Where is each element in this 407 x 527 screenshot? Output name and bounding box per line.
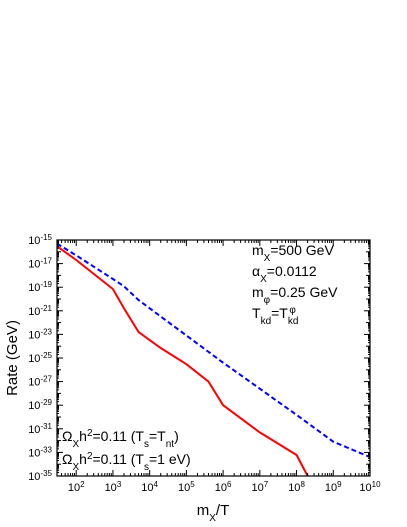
legend-entry-red: ΩXh2=0.11 (Ts=Tnt) xyxy=(62,428,179,450)
param-mass-x: mX=500 GeV xyxy=(252,242,334,264)
series-line-red xyxy=(57,245,309,476)
series-layer xyxy=(57,242,370,476)
legend: ΩXh2=0.11 (Ts=Tnt) ΩXh2=0.11 (Ts=1 eV) xyxy=(62,428,191,473)
x-tick-label: 109 xyxy=(325,480,342,495)
y-tick-label: 10-21 xyxy=(28,303,52,318)
x-tick-label: 1010 xyxy=(359,480,381,495)
legend-entry-blue: ΩXh2=0.11 (Ts=1 eV) xyxy=(62,451,191,473)
param-mass-phi: mφ=0.25 GeV xyxy=(252,284,338,306)
param-alpha-x: αX=0.0112 xyxy=(252,263,317,285)
y-tick-label: 10-19 xyxy=(28,280,52,295)
y-tick-label: 10-33 xyxy=(28,445,52,460)
tick-labels: 102 103 104 105 106 107 108 109 1010 10-15 10-17 10… xyxy=(28,233,381,495)
x-tick-label: 104 xyxy=(141,480,158,495)
x-tick-label: 105 xyxy=(178,480,195,495)
y-axis-title: Rate (GeV) xyxy=(4,320,21,396)
y-tick-label: 10-17 xyxy=(28,256,52,271)
plot-frame xyxy=(56,239,371,477)
x-tick-label: 107 xyxy=(251,480,268,495)
x-tick-label: 102 xyxy=(68,480,85,495)
x-axis-title: mX/T xyxy=(197,502,230,524)
series-line-blue-dashed xyxy=(57,242,370,459)
param-kinetic-decoupling: Tkd=Tkdφ xyxy=(252,305,298,327)
x-tick-label: 103 xyxy=(105,480,122,495)
y-tick-label: 10-25 xyxy=(28,351,52,366)
y-tick-label: 10-29 xyxy=(28,398,52,413)
parameters-annotation: mX=500 GeV αX=0.0112 mφ=0.25 GeV Tkd=Tkd… xyxy=(252,242,338,327)
plot-area xyxy=(56,239,371,477)
x-tick-label: 108 xyxy=(288,480,305,495)
y-tick-label: 10-27 xyxy=(28,374,52,389)
y-tick-label: 10-23 xyxy=(28,327,52,342)
y-tick-label: 10-15 xyxy=(28,233,52,248)
x-tick-label: 106 xyxy=(215,480,232,495)
y-tick-label: 10-35 xyxy=(28,469,52,484)
y-tick-label: 10-31 xyxy=(28,421,52,436)
